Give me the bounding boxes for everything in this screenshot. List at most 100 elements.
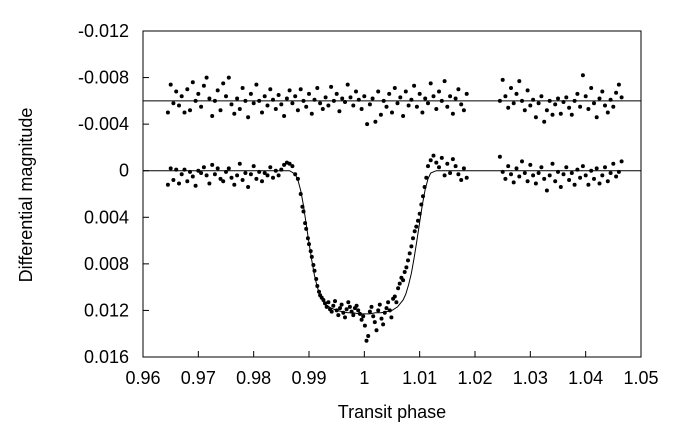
x-tick-label: 0.96 bbox=[125, 368, 160, 388]
series-0-point bbox=[165, 182, 170, 187]
series-1-point bbox=[201, 83, 206, 88]
series-1-point bbox=[265, 103, 270, 108]
series-1-point bbox=[461, 108, 466, 113]
series-1-point bbox=[511, 101, 516, 106]
series-1-point bbox=[196, 91, 201, 96]
y-tick-label: -0.012 bbox=[78, 21, 129, 41]
series-0-point bbox=[407, 251, 412, 256]
series-0-point bbox=[367, 309, 372, 314]
series-1-point bbox=[503, 94, 508, 99]
series-0-point bbox=[522, 171, 527, 175]
x-tick-label: 0.97 bbox=[181, 368, 216, 388]
series-1-point bbox=[226, 75, 231, 80]
series-1-point bbox=[309, 111, 314, 116]
series-0-point bbox=[232, 182, 237, 187]
x-tick-label: 1.01 bbox=[402, 368, 437, 388]
y-tick-label: 0 bbox=[119, 161, 129, 181]
series-1-point bbox=[426, 101, 430, 106]
series-1-point bbox=[578, 104, 583, 109]
x-axis-ticks: 0.96 0.97 0.98 0.99 1 1.01 1.02 1.03 1.04 1.05 bbox=[125, 351, 659, 388]
series-1-point bbox=[600, 89, 605, 94]
series-1-point bbox=[199, 104, 204, 109]
series-1-point bbox=[550, 112, 555, 117]
series-0-point bbox=[431, 153, 436, 158]
series-1-point bbox=[506, 105, 511, 110]
series-1-point bbox=[370, 96, 375, 101]
series-0-point bbox=[179, 172, 184, 177]
series-1-point bbox=[276, 93, 281, 97]
series-0-point bbox=[229, 175, 234, 180]
series-1-point bbox=[260, 110, 264, 115]
series-0-point bbox=[260, 179, 264, 184]
series-1-point bbox=[514, 91, 519, 96]
series-1-point bbox=[390, 110, 394, 115]
series-1-point bbox=[340, 96, 345, 101]
y-axis-title: Differential magnitude bbox=[16, 108, 36, 283]
x-tick-label: 0.98 bbox=[236, 368, 271, 388]
series-0-point bbox=[287, 161, 292, 166]
series-0-point bbox=[456, 172, 461, 177]
series-1-point bbox=[437, 89, 441, 94]
y-tick-label: -0.004 bbox=[78, 114, 129, 134]
series-1-point bbox=[329, 84, 334, 89]
series-1-point bbox=[522, 108, 527, 113]
series-1-point bbox=[395, 101, 400, 106]
series-1-point bbox=[605, 110, 610, 115]
series-0-point bbox=[362, 323, 367, 328]
series-1-point bbox=[326, 103, 331, 108]
series-0-point bbox=[265, 173, 270, 178]
series-1-point bbox=[188, 108, 192, 113]
series-0-point bbox=[611, 161, 616, 166]
series-0-point bbox=[445, 161, 450, 166]
series-1-point bbox=[431, 94, 436, 99]
series-1-point bbox=[334, 91, 339, 96]
series-1-point bbox=[182, 110, 187, 115]
series-1-point bbox=[279, 102, 284, 107]
series-0-point bbox=[384, 306, 389, 311]
series-1-point bbox=[362, 94, 367, 99]
series-1-point bbox=[221, 81, 226, 86]
x-tick-label: 0.99 bbox=[291, 368, 326, 388]
series-0-point bbox=[580, 164, 585, 169]
series-0-point bbox=[542, 176, 547, 181]
series-0-point bbox=[171, 178, 176, 182]
series-0-point bbox=[376, 308, 381, 313]
y-tick-label: 0.008 bbox=[84, 254, 129, 274]
series-0-point bbox=[336, 313, 341, 318]
series-0-point bbox=[614, 174, 619, 179]
series-1-point bbox=[459, 102, 464, 107]
y-axis-ticks: -0.012 -0.008 -0.004 0 0.004 0.008 0.012 0.016 bbox=[78, 21, 149, 367]
series-1-point bbox=[287, 88, 292, 93]
series-1-point bbox=[177, 103, 181, 108]
series-0-point bbox=[346, 300, 351, 305]
series-0-point bbox=[428, 158, 433, 163]
series-1-point bbox=[207, 96, 212, 101]
series-1-point bbox=[246, 115, 251, 120]
series-1-point bbox=[619, 95, 624, 100]
series-1-point bbox=[445, 104, 450, 109]
series-0-point bbox=[497, 154, 502, 159]
series-0-point bbox=[356, 308, 361, 313]
x-tick-label: 1 bbox=[359, 368, 369, 388]
series-1-point bbox=[215, 88, 220, 93]
series-0-point bbox=[329, 309, 334, 314]
series-1-point bbox=[210, 114, 215, 118]
series-1-point bbox=[586, 107, 591, 111]
series-0-point bbox=[246, 185, 251, 189]
series-0-point bbox=[218, 176, 223, 181]
series-0-point bbox=[326, 300, 331, 305]
series-1-point bbox=[556, 96, 560, 101]
series-1-point bbox=[378, 112, 383, 117]
series-0-point bbox=[448, 171, 453, 175]
series-1-point bbox=[229, 102, 234, 107]
series-1-point bbox=[583, 94, 588, 99]
series-1-point bbox=[569, 112, 574, 117]
series-0-point bbox=[558, 185, 563, 189]
series-0-point bbox=[453, 164, 458, 169]
series-1-point bbox=[365, 122, 370, 127]
series-0-point bbox=[592, 176, 596, 181]
series-1-point bbox=[392, 86, 397, 90]
series-0-point bbox=[226, 166, 231, 171]
series-0-point bbox=[511, 180, 516, 185]
